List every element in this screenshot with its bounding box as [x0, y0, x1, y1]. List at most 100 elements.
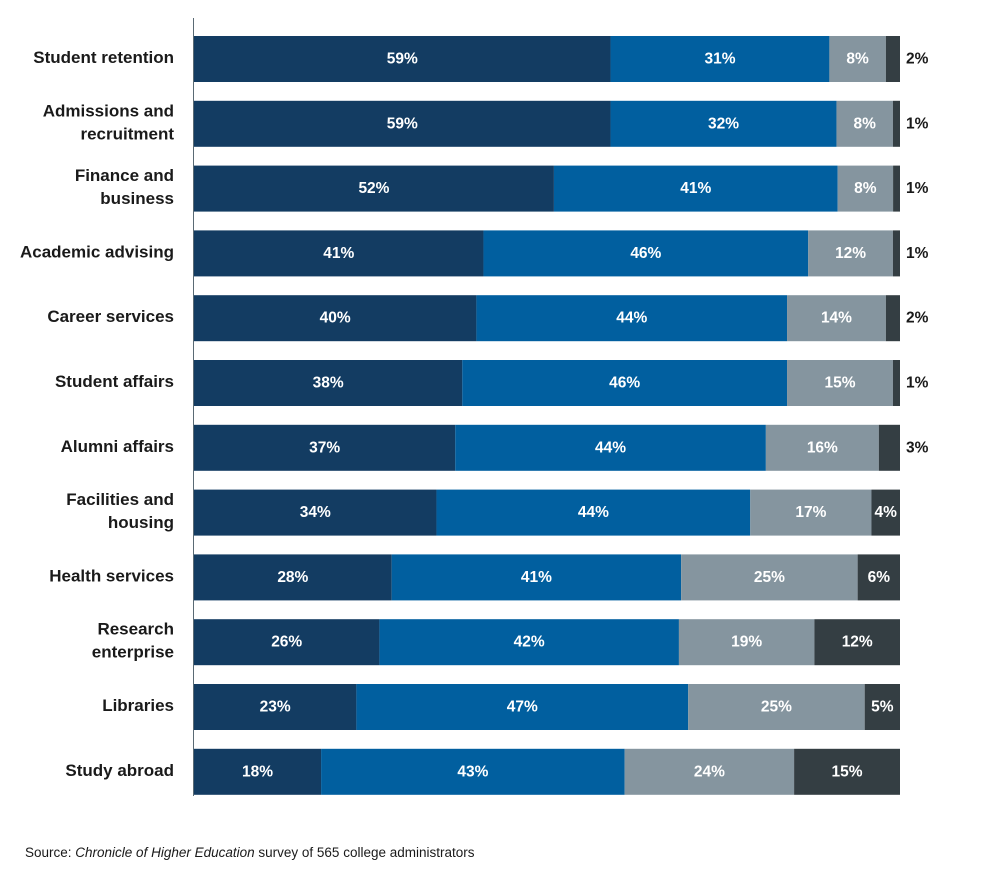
bar-segment — [391, 554, 682, 601]
segment-value-label: 8% — [854, 180, 877, 197]
segment-value-label: 12% — [835, 245, 866, 262]
segment-labels: 59% 31% 8% 2% 59% 32% 8% 1% 52% 41% 8% 1% 41% 46% 12% 1… — [242, 51, 929, 781]
segment-value-label: 44% — [578, 504, 609, 521]
bar-segment — [455, 424, 766, 471]
bar-segment — [194, 230, 484, 277]
category-label: Student retention — [33, 48, 174, 67]
segment-value-label: 12% — [842, 634, 873, 651]
segment-value-label: 44% — [595, 439, 626, 456]
segment-value-label: 52% — [358, 180, 389, 197]
bar-segment — [624, 748, 795, 795]
category-label: Academic advising — [20, 242, 174, 261]
bar-segment — [892, 230, 900, 277]
bar-segment — [885, 36, 900, 82]
segment-value-label: 59% — [387, 115, 418, 132]
category-label: Alumni affairs — [61, 436, 174, 455]
bar-segment — [483, 230, 809, 277]
category-label: Admissions and recruitment — [43, 101, 175, 143]
source-prefix: Source: — [25, 845, 76, 860]
category-label: Facilities and housing — [66, 490, 174, 532]
bar-segment — [814, 619, 900, 666]
segment-value-label: 18% — [242, 763, 273, 780]
segment-value-label: 41% — [680, 180, 711, 197]
segment-value-label: 17% — [795, 504, 826, 521]
bar-segment — [837, 165, 894, 212]
bar-segment — [194, 100, 611, 147]
bar-segment — [892, 100, 900, 147]
bar-segment — [194, 748, 322, 795]
bar-segment — [681, 554, 858, 601]
segment-value-label: 47% — [507, 699, 538, 716]
segment-value-label: 31% — [704, 51, 735, 68]
segment-value-label: 8% — [853, 115, 876, 132]
bar-segment — [829, 36, 886, 82]
bar-segment — [836, 100, 893, 147]
bar-segment — [688, 684, 865, 730]
segment-value-label: 15% — [824, 375, 855, 392]
segment-value-label: 16% — [807, 439, 838, 456]
segment-value-label: 37% — [309, 439, 340, 456]
bar-segment — [765, 424, 879, 471]
bar-segment — [885, 295, 900, 342]
segment-value-label: 8% — [846, 51, 869, 68]
category-label: Finance and business — [75, 166, 174, 208]
segment-value-label: 6% — [868, 569, 891, 586]
bar-segment — [794, 748, 900, 795]
segment-value-label: 41% — [521, 569, 552, 586]
segment-value-label: 2% — [906, 310, 929, 327]
segment-value-label: 1% — [906, 375, 929, 392]
bar-segment — [194, 36, 611, 82]
segment-value-label: 41% — [323, 245, 354, 262]
segment-value-label: 28% — [277, 569, 308, 586]
segment-value-label: 44% — [616, 310, 647, 327]
bar-segment — [750, 489, 872, 536]
category-label: Research enterprise — [92, 619, 174, 661]
bar-segment — [878, 424, 900, 471]
bar-segment — [194, 424, 456, 471]
segment-value-label: 1% — [906, 180, 929, 197]
segment-value-label: 59% — [387, 51, 418, 68]
source-suffix: survey of 565 college administrators — [254, 845, 475, 860]
segment-value-label: 25% — [761, 699, 792, 716]
bar-segment — [808, 230, 893, 277]
bar-segments — [194, 36, 900, 795]
segment-value-label: 1% — [906, 115, 929, 132]
bar-segment — [194, 684, 357, 730]
segment-value-label: 2% — [906, 51, 929, 68]
segment-value-label: 5% — [871, 699, 894, 716]
segment-value-label: 1% — [906, 245, 929, 262]
bar-segment — [194, 295, 477, 342]
segment-value-label: 14% — [821, 310, 852, 327]
bar-segment — [871, 489, 900, 536]
segment-value-label: 23% — [260, 699, 291, 716]
bar-segment — [321, 748, 625, 795]
source-publication: Chronicle of Higher Education — [75, 845, 255, 860]
bar-segment — [194, 165, 554, 212]
segment-value-label: 15% — [832, 763, 863, 780]
bar-segment — [462, 360, 788, 406]
category-label: Career services — [47, 307, 174, 326]
category-label: Health services — [49, 566, 174, 585]
bar-segment — [857, 554, 900, 601]
segment-value-label: 32% — [708, 115, 739, 132]
bar-segment — [610, 36, 830, 82]
segment-value-label: 25% — [754, 569, 785, 586]
segment-value-label: 46% — [630, 245, 661, 262]
segment-value-label: 38% — [313, 375, 344, 392]
bar-segment — [610, 100, 837, 147]
bar-segment — [893, 165, 900, 212]
bar-segment — [892, 360, 900, 406]
segment-value-label: 24% — [694, 763, 725, 780]
segment-value-label: 19% — [731, 634, 762, 651]
bar-segment — [678, 619, 815, 666]
segment-value-label: 3% — [906, 439, 929, 456]
bar-segment — [194, 489, 437, 536]
category-label: Student affairs — [55, 372, 174, 391]
source-note: Source: Chronicle of Higher Education su… — [25, 845, 475, 860]
bar-segment — [379, 619, 679, 666]
bar-segment — [436, 489, 751, 536]
segment-value-label: 34% — [300, 504, 331, 521]
bar-segment — [864, 684, 900, 730]
category-label: Study abroad — [65, 760, 174, 779]
bar-segment — [194, 554, 392, 601]
